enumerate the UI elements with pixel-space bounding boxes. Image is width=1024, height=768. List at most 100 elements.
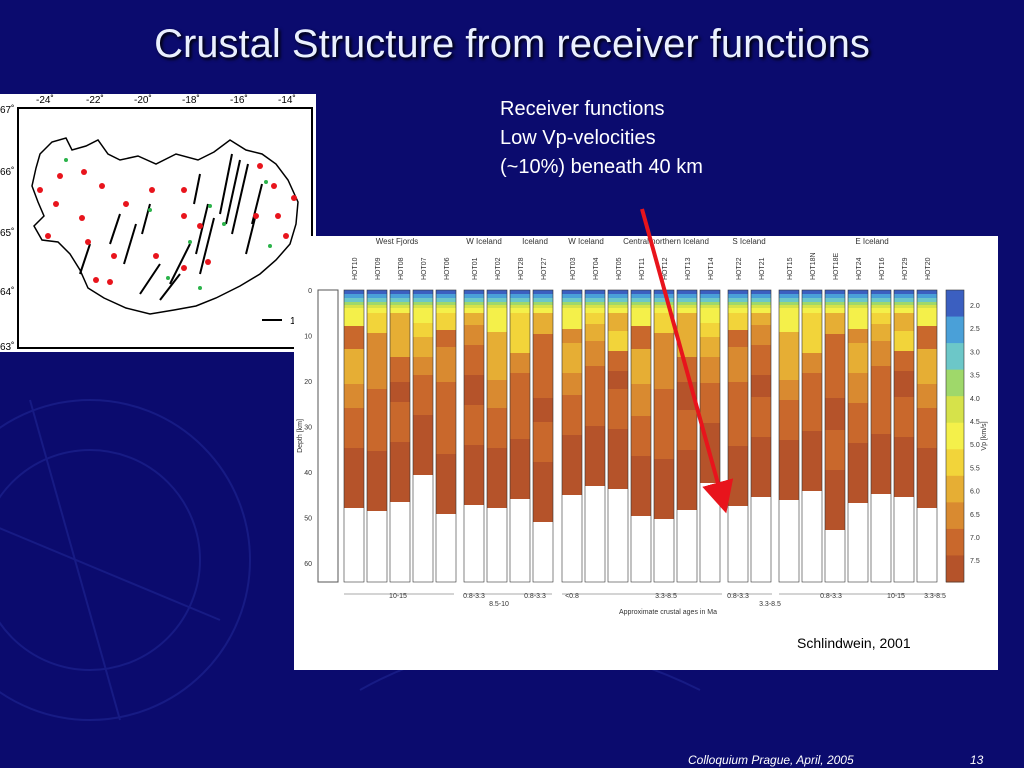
station-column: [366, 289, 388, 583]
velocity-layer: [533, 398, 553, 422]
footer-left: Colloquium Prague, April, 2005: [688, 753, 854, 767]
velocity-layer: [464, 325, 484, 345]
velocity-layer: [728, 330, 748, 347]
velocity-layer: [390, 313, 410, 328]
velocity-layer: [436, 302, 456, 305]
velocity-layer: [631, 290, 651, 294]
velocity-layer: [631, 313, 651, 326]
velocity-layer: [510, 298, 530, 302]
velocity-layer: [390, 294, 410, 298]
velocity-layer: [779, 308, 799, 313]
velocity-layer: [390, 305, 410, 308]
velocity-layer: [487, 313, 507, 332]
station-column: [584, 289, 606, 583]
velocity-layer: [464, 375, 484, 405]
velocity-layer: [487, 332, 507, 355]
velocity-layer: [608, 371, 628, 389]
velocity-layer: [848, 290, 868, 294]
colorbar-segment: [946, 475, 964, 503]
velocity-layer: [654, 459, 674, 519]
vp-tick: 3.5: [970, 373, 980, 380]
vp-tick: 3.0: [970, 349, 980, 356]
velocity-layer: [825, 294, 845, 298]
velocity-layer: [677, 450, 697, 510]
page-number: 13: [970, 753, 984, 767]
depth-tick: 50: [304, 516, 312, 523]
velocity-layer: [871, 341, 891, 366]
velocity-layer: [464, 298, 484, 302]
station-markers: [37, 163, 297, 285]
region-label: Iceland: [522, 237, 548, 246]
station-column: [532, 289, 554, 583]
velocity-layer: [871, 313, 891, 324]
velocity-layer: [848, 313, 868, 329]
velocity-layer: [533, 305, 553, 308]
station-column: [343, 289, 365, 583]
station-column: [778, 289, 800, 583]
velocity-layer: [367, 290, 387, 294]
velocity-layer: [436, 298, 456, 302]
velocity-layer: [533, 334, 553, 363]
velocity-layer: [871, 434, 891, 494]
velocity-layer: [677, 302, 697, 305]
velocity-layer: [802, 353, 822, 373]
velocity-layer: [894, 313, 914, 331]
velocity-layer: [436, 313, 456, 330]
velocity-layer: [654, 305, 674, 308]
velocity-layer: [367, 294, 387, 298]
velocity-layer: [917, 294, 937, 298]
station-label: HOT05: [616, 257, 623, 280]
age-range-label: 3.3-8.5: [759, 601, 781, 608]
velocity-layer: [779, 380, 799, 400]
velocity-layer: [510, 353, 530, 373]
lon-label: -24˚: [36, 94, 54, 106]
velocity-layer: [848, 403, 868, 443]
station-label: HOT07: [421, 257, 428, 280]
velocity-layer: [728, 446, 748, 506]
velocity-layer: [390, 302, 410, 305]
station-label: HOT15: [787, 257, 794, 280]
velocity-layer: [848, 302, 868, 305]
region-label: S Iceland: [732, 237, 765, 246]
velocity-layer: [562, 435, 582, 495]
lat-label: 64˚: [0, 286, 14, 298]
velocity-layer: [654, 308, 674, 313]
velocity-layer: [700, 298, 720, 302]
station-column: [463, 289, 485, 583]
vp-tick: 6.0: [970, 489, 980, 496]
colorbar-segment: [946, 396, 964, 424]
velocity-layer: [751, 375, 771, 397]
velocity-layer: [700, 423, 720, 483]
velocity-layer: [917, 408, 937, 448]
colorbar-segment: [946, 369, 964, 397]
velocity-layer: [413, 298, 433, 302]
velocity-layer: [562, 313, 582, 329]
velocity-layer: [894, 437, 914, 497]
velocity-layer: [487, 408, 507, 448]
velocity-layer: [728, 308, 748, 313]
velocity-layer: [436, 347, 456, 382]
velocity-layer: [871, 294, 891, 298]
velocity-layer: [585, 324, 605, 341]
velocity-layer: [848, 373, 868, 403]
velocity-layer: [802, 302, 822, 305]
velocity-layer: [917, 290, 937, 294]
velocity-layer: [825, 313, 845, 334]
velocity-layer: [677, 313, 697, 328]
station-label: HOT16: [879, 257, 886, 280]
colorbar-segment: [946, 290, 964, 318]
lon-label: -22˚: [86, 94, 104, 106]
velocity-layer: [654, 290, 674, 294]
velocity-layer: [631, 305, 651, 308]
velocity-layer: [510, 302, 530, 305]
velocity-layer: [344, 384, 364, 408]
velocity-layer: [562, 308, 582, 313]
velocity-layer: [779, 313, 799, 332]
velocity-layer: [779, 305, 799, 308]
bullet-list: Receiver functions Low Vp-velocities (~1…: [500, 95, 703, 182]
velocity-layer: [871, 366, 891, 394]
velocity-layer: [585, 294, 605, 298]
age-range-label: 0.8-3.3: [524, 593, 546, 600]
velocity-layer: [654, 302, 674, 305]
velocity-layer: [510, 294, 530, 298]
